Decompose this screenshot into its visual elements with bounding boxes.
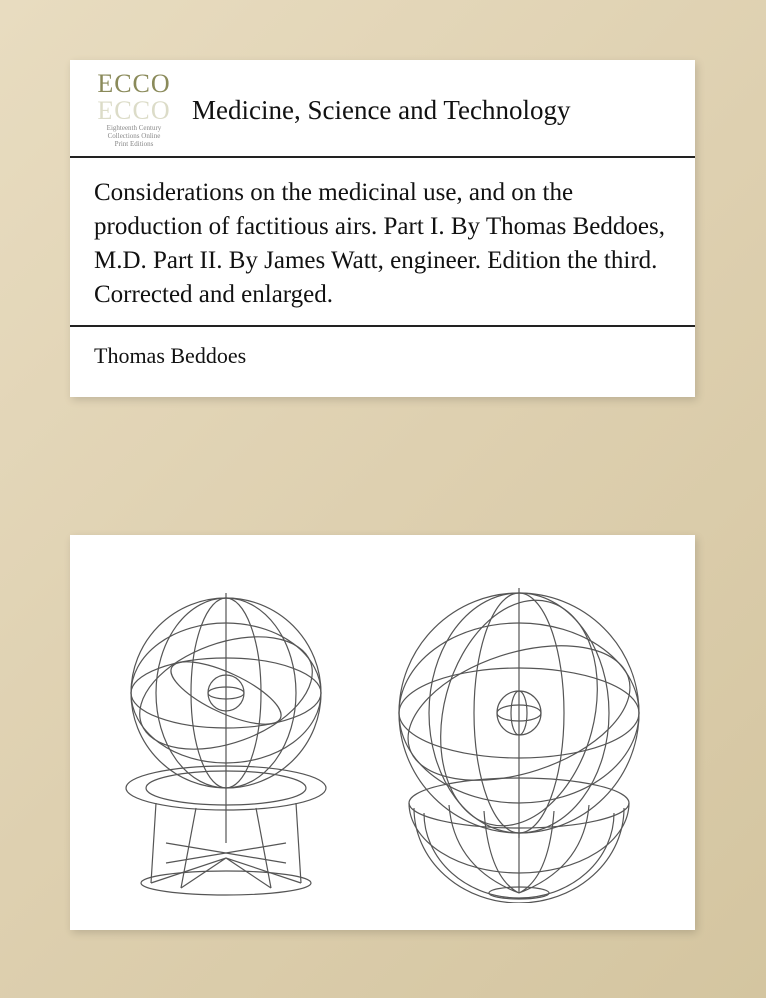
- logo-mirror: ECCO: [97, 97, 170, 122]
- publisher-logo: ECCO ECCO Eighteenth Century Collections…: [94, 72, 174, 148]
- category-label: Medicine, Science and Technology: [192, 95, 571, 126]
- armillary-sphere-right-icon: [369, 563, 669, 903]
- title-block: Considerations on the medicinal use, and…: [70, 158, 695, 327]
- author-block: Thomas Beddoes: [70, 327, 695, 397]
- logo-main: ECCO: [97, 72, 170, 97]
- header-row: ECCO ECCO Eighteenth Century Collections…: [70, 60, 695, 158]
- illustration-card: [70, 535, 695, 930]
- armillary-sphere-left-icon: [96, 563, 356, 903]
- author-name: Thomas Beddoes: [94, 343, 671, 369]
- book-title: Considerations on the medicinal use, and…: [94, 176, 671, 311]
- logo-subtitle: Eighteenth Century Collections Online Pr…: [107, 125, 162, 148]
- text-card: ECCO ECCO Eighteenth Century Collections…: [70, 60, 695, 397]
